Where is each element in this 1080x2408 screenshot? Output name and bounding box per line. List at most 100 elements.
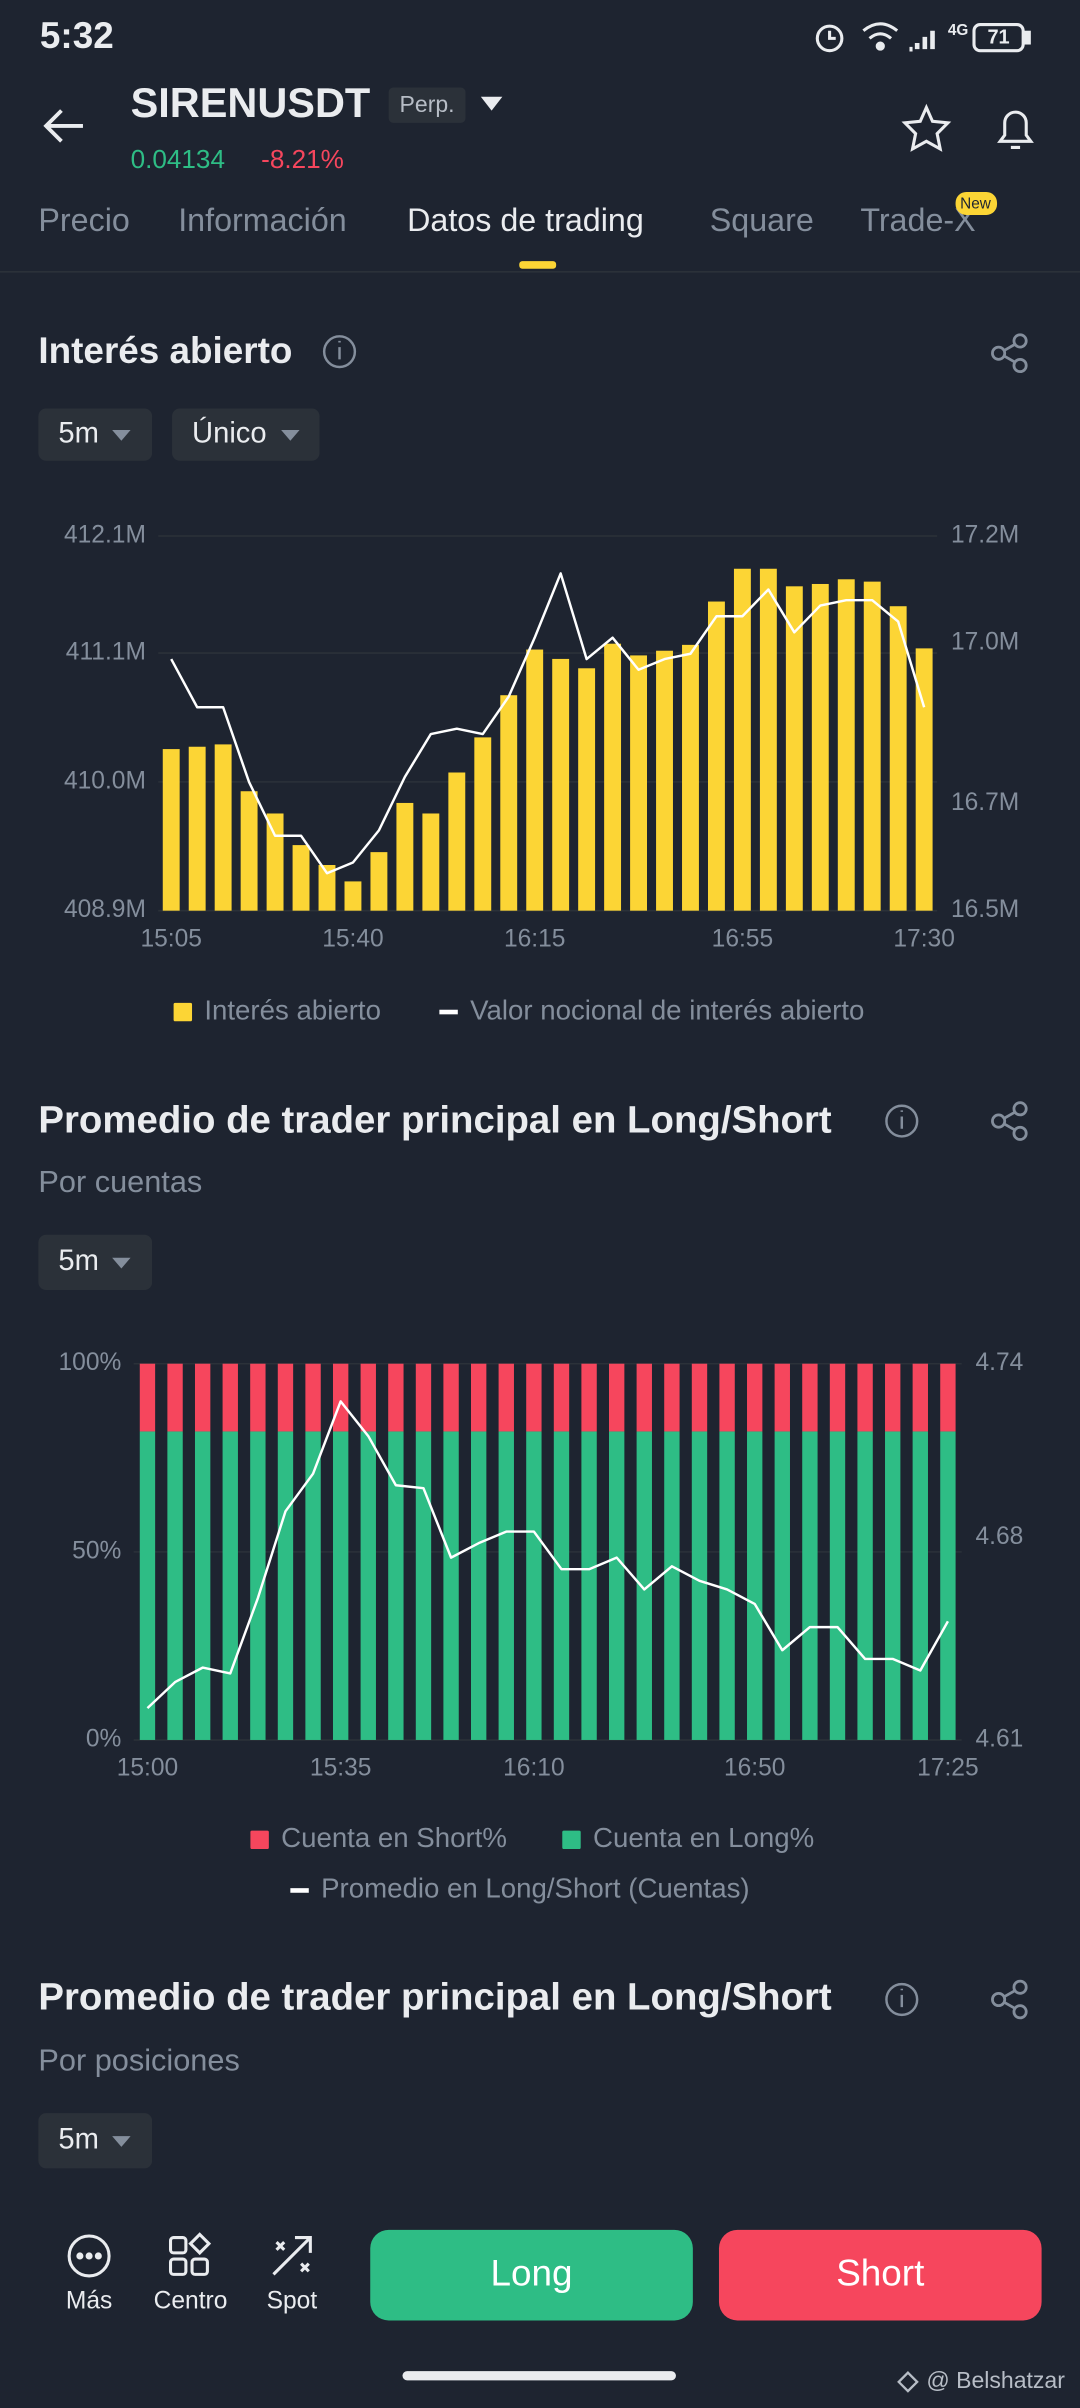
bar [829,1431,846,1740]
bar [277,1363,294,1432]
short-button[interactable] [718,2229,1042,2321]
y2-tick-label: 4.74 [976,1349,1024,1376]
info-icon[interactable] [885,1982,919,2017]
interval-chip[interactable] [38,1234,153,1290]
y2-tick-label: 17.0M [951,629,1019,656]
price-change: -8.21% [261,144,344,174]
bar [292,845,310,911]
section-title: Interés abierto [38,330,292,371]
tab[interactable]: Precio [38,202,129,238]
symbol-dropdown[interactable] [480,96,503,111]
action-label[interactable]: Spot [267,2288,318,2315]
bar [240,791,258,911]
new-badge-text: New [960,195,992,212]
tab[interactable]: Información [178,202,347,238]
bar [940,1363,956,1432]
favorite-button[interactable] [901,103,952,152]
legend-label: Interés abierto [204,994,381,1025]
x-tick-label: 15:05 [140,925,201,952]
new-badge [955,191,998,215]
bar [526,1431,542,1740]
bar [656,650,673,911]
bar [162,749,180,911]
y-tick-label: 100% [59,1349,122,1376]
tab[interactable]: Square [710,202,814,238]
contract-type: Perp. [400,91,455,117]
bar [553,1363,570,1432]
bar [604,643,622,911]
legend-label: Cuenta en Long% [593,1822,814,1853]
bar [443,1363,459,1432]
bar [837,579,855,911]
bar [139,1363,156,1432]
bar [388,1431,404,1740]
bar [222,1431,238,1740]
bar [305,1431,321,1740]
bar [305,1363,321,1432]
bar [552,658,570,911]
mode-chip[interactable] [172,408,320,461]
bar [682,644,699,911]
action-label[interactable]: Más [66,2288,112,2315]
bar [139,1431,156,1740]
bar [498,1431,514,1740]
bar [344,881,362,911]
bar [214,744,232,911]
y2-tick-label: 4.68 [976,1523,1024,1550]
bar [885,1363,901,1432]
bar [222,1363,238,1432]
share-button[interactable] [991,1979,1028,2020]
mode: Único [192,416,267,449]
x-tick-label: 16:15 [504,925,565,952]
bar [396,802,414,911]
y-tick-label: 0% [86,1725,122,1752]
section-subtitle: Por posiciones [38,2043,239,2078]
bar [889,606,907,911]
action-label[interactable]: Centro [154,2288,228,2315]
legend-label: Cuenta en Short% [281,1822,507,1853]
share-button[interactable] [991,333,1028,374]
x-tick-label: 17:25 [917,1755,978,1782]
bar [370,852,388,911]
section-title: Promedio de trader principal en Long/Sho… [38,1976,832,2019]
x-tick-label: 16:10 [503,1755,564,1782]
bar [277,1431,294,1740]
home-indicator [402,2371,676,2381]
bar [802,1431,818,1740]
legend-swatch [290,1888,309,1893]
alert-button[interactable] [997,110,1034,149]
bar [915,648,933,911]
network-type: 4G [948,22,968,39]
bar [747,1431,763,1740]
short-button-label[interactable]: Short [836,2253,924,2294]
share-button[interactable] [991,1101,1028,1141]
dropdown-arrow [281,430,300,441]
info-icon[interactable] [885,1104,919,1138]
bar [630,655,648,911]
symbol[interactable]: SIRENUSDT [131,79,371,126]
interval-chip[interactable] [38,2113,153,2169]
tab[interactable]: Datos de trading [407,202,644,238]
interval: 5m [58,1245,99,1277]
bar [318,865,336,911]
section-title: Promedio de trader principal en Long/Sho… [38,1099,832,1142]
dropdown-arrow [112,2136,131,2147]
bar [664,1363,680,1432]
bar [388,1363,404,1432]
bar [448,772,466,911]
back-button[interactable] [43,109,83,143]
bar [332,1363,349,1432]
bar [691,1363,708,1432]
bar [500,695,518,911]
long-button-label[interactable]: Long [491,2253,573,2294]
interval: 5m [58,2123,99,2155]
bar [194,1363,211,1432]
bar [474,737,492,911]
action-icons[interactable] [67,2232,312,2278]
info-icon[interactable] [322,335,357,369]
bar [578,668,596,911]
long-button[interactable] [370,2229,693,2321]
bar [912,1431,928,1740]
interval-chip[interactable] [38,408,153,461]
